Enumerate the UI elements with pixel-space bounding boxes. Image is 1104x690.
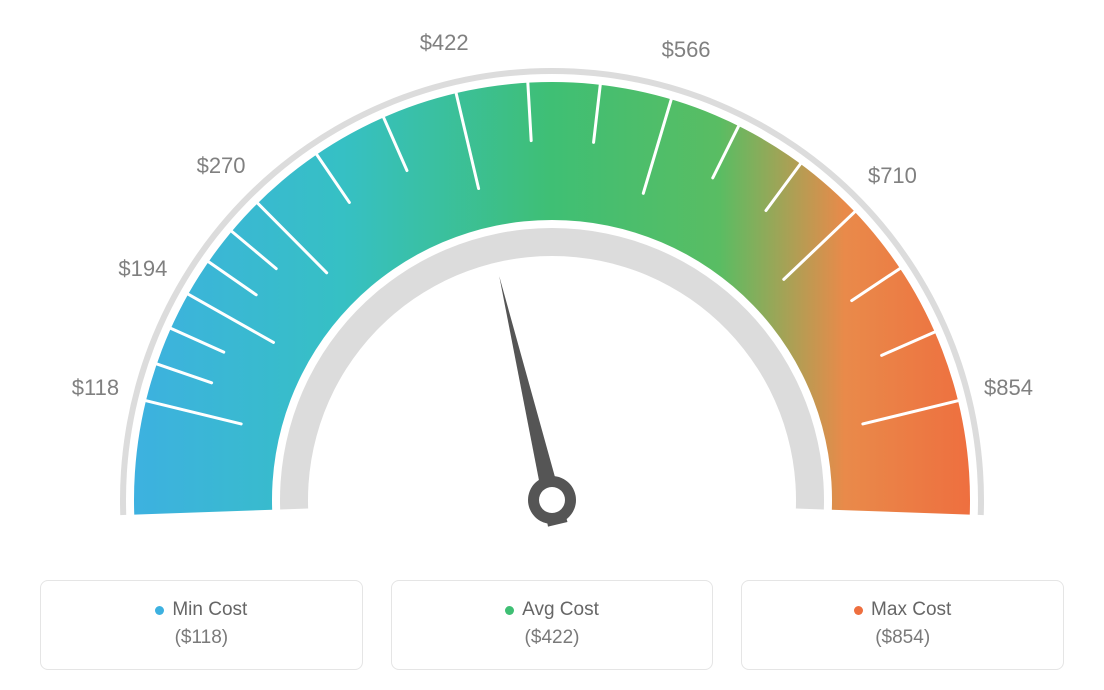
legend-card-max: Max Cost ($854): [741, 580, 1064, 670]
legend-title-max: Max Cost: [854, 599, 951, 621]
gauge-tick-label: $194: [118, 256, 167, 282]
legend-title-avg: Avg Cost: [505, 599, 599, 621]
legend-title-avg-text: Avg Cost: [522, 599, 599, 621]
gauge-tick-label: $118: [72, 375, 119, 401]
legend-value-max: ($854): [875, 627, 930, 649]
gauge-tick-label: $854: [984, 375, 1033, 401]
legend-dot-max: [854, 606, 863, 615]
gauge-tick-label: $270: [197, 153, 246, 179]
gauge-chart: $118 $194 $270 $422 $566 $710 $854: [0, 0, 1104, 560]
legend-dot-min: [155, 606, 164, 615]
legend-dot-avg: [505, 606, 514, 615]
legend-title-min-text: Min Cost: [172, 599, 247, 621]
legend-value-min: ($118): [175, 627, 229, 649]
legend-title-max-text: Max Cost: [871, 599, 951, 621]
gauge-tick-label: $710: [868, 163, 917, 189]
legend-card-min: Min Cost ($118): [40, 580, 363, 670]
gauge-tick-label: $566: [662, 37, 711, 63]
gauge-tick-label: $422: [420, 30, 469, 56]
legend-title-min: Min Cost: [155, 599, 247, 621]
legend-card-avg: Avg Cost ($422): [391, 580, 714, 670]
legend-row: Min Cost ($118) Avg Cost ($422) Max Cost…: [40, 580, 1064, 670]
legend-value-avg: ($422): [525, 627, 580, 649]
